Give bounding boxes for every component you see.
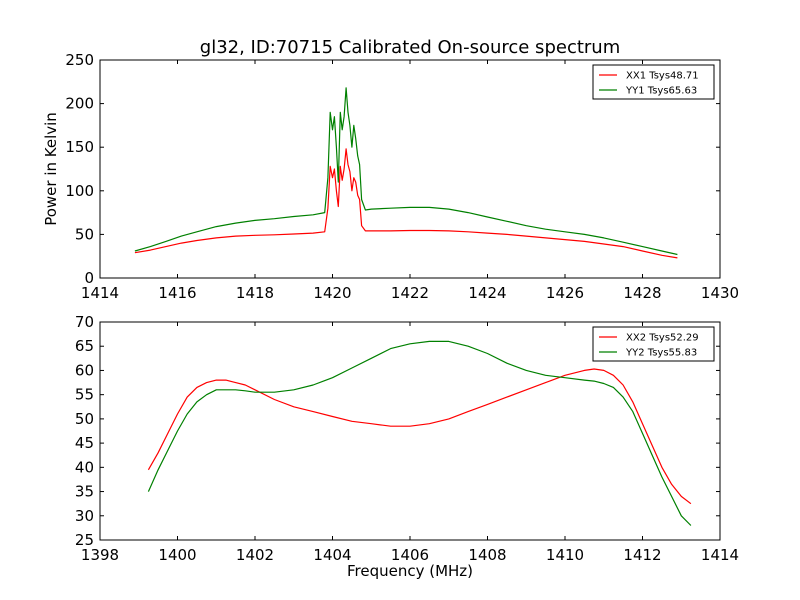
y-tick-label: 45 <box>75 434 94 452</box>
x-tick-label: 1410 <box>546 546 584 564</box>
series-line-1 <box>147 368 692 505</box>
y-tick-label: 50 <box>75 225 94 243</box>
x-tick-label: 1420 <box>313 284 351 302</box>
x-tick-label: 1404 <box>313 546 351 564</box>
x-tick-label: 1400 <box>158 546 196 564</box>
y-tick-label: 150 <box>65 138 94 156</box>
legend-box <box>592 64 715 100</box>
y-tick-label: 65 <box>75 337 94 355</box>
y-tick-label: 0 <box>84 269 94 287</box>
y-tick-label: 200 <box>65 95 94 113</box>
x-tick-label: 1406 <box>391 546 429 564</box>
y-tick-label: 100 <box>65 182 94 200</box>
x-tick-label: 1424 <box>468 284 506 302</box>
y-tick-label: 60 <box>75 361 94 379</box>
y-tick-label: 35 <box>75 483 94 501</box>
legend: XX2 Tsys52.29 YY2 Tsys55.83 <box>592 326 715 362</box>
x-tick-label: 1416 <box>158 284 196 302</box>
legend: XX1 Tsys48.71 YY1 Tsys65.63 <box>592 64 715 100</box>
top-plot: 1414 1416 1418 1420 1422 1424 1426 1428 1430 0 50 1… <box>42 51 739 302</box>
x-axis-label: Frequency (MHz) <box>347 562 473 580</box>
y-tick-label: 250 <box>65 51 94 69</box>
series-line-2 <box>134 87 678 256</box>
legend-label-2: YY2 Tsys55.83 <box>625 348 697 359</box>
bottom-plot: 1398 1400 1402 1404 1406 1408 1410 1412 1414 25 30… <box>75 313 739 580</box>
y-tick-label: 55 <box>75 386 94 404</box>
series-line-1 <box>134 148 678 259</box>
figure-title: gl32, ID:70715 Calibrated On-source spec… <box>200 37 620 58</box>
legend-label-2: YY1 Tsys65.63 <box>625 86 697 97</box>
series-line-2 <box>147 340 692 526</box>
y-tick-label: 30 <box>75 507 94 525</box>
legend-label-1: XX2 Tsys52.29 <box>626 333 699 344</box>
x-tick-label: 1414 <box>701 546 739 564</box>
x-tick-label: 1414 <box>81 284 119 302</box>
y-tick-label: 50 <box>75 410 94 428</box>
x-tick-label: 1412 <box>623 546 661 564</box>
y-axis-label: Power in Kelvin <box>42 112 60 226</box>
y-tick-label: 25 <box>75 531 94 549</box>
x-tick-label: 1426 <box>546 284 584 302</box>
x-tick-label: 1428 <box>623 284 661 302</box>
x-tick-label: 1402 <box>236 546 274 564</box>
x-tick-label: 1422 <box>391 284 429 302</box>
legend-label-1: XX1 Tsys48.71 <box>626 71 699 82</box>
x-tick-label: 1408 <box>468 546 506 564</box>
x-tick-label: 1398 <box>81 546 119 564</box>
x-tick-label: 1430 <box>701 284 739 302</box>
legend-box <box>592 326 715 362</box>
x-tick-label: 1418 <box>236 284 274 302</box>
y-tick-label: 40 <box>75 458 94 476</box>
y-tick-label: 70 <box>75 313 94 331</box>
